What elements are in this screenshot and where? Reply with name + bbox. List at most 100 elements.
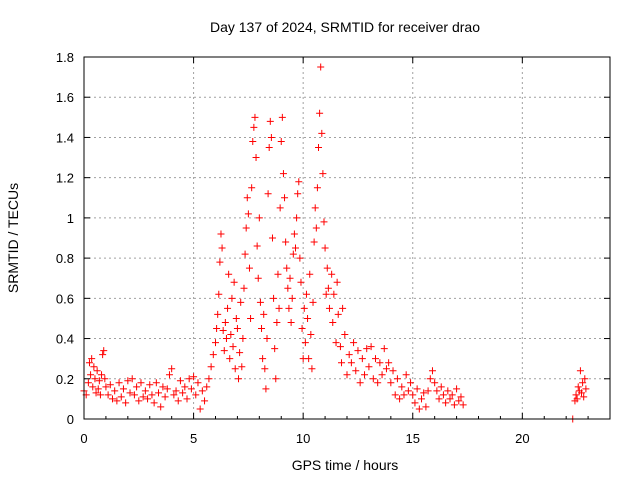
- data-point: [253, 242, 261, 250]
- data-point: [321, 244, 329, 252]
- data-point: [88, 355, 96, 363]
- data-point: [579, 379, 587, 387]
- data-point: [320, 218, 328, 226]
- data-point: [274, 270, 282, 278]
- data-point: [245, 264, 253, 272]
- data-point: [581, 375, 589, 383]
- data-point: [133, 383, 141, 391]
- data-point: [316, 109, 324, 117]
- data-point: [582, 385, 590, 393]
- data-point: [235, 375, 243, 383]
- data-point: [382, 365, 390, 373]
- data-point: [396, 395, 404, 403]
- data-point: [172, 387, 180, 395]
- data-point: [446, 395, 454, 403]
- data-point: [330, 290, 338, 298]
- data-point: [444, 387, 452, 395]
- y-tick-label: 0.8: [56, 251, 74, 266]
- x-tick-label: 0: [80, 431, 87, 446]
- data-point: [168, 365, 176, 373]
- data-point: [249, 137, 257, 145]
- data-point: [293, 214, 301, 222]
- data-point: [266, 117, 274, 125]
- data-point: [101, 375, 109, 383]
- data-point: [318, 129, 326, 137]
- data-point: [305, 355, 313, 363]
- data-point: [300, 304, 308, 312]
- data-point: [99, 351, 107, 359]
- data-point: [130, 391, 138, 399]
- data-point: [572, 391, 580, 399]
- data-point: [296, 254, 304, 262]
- data-point: [319, 170, 327, 178]
- plot-frame: [83, 56, 611, 420]
- data-point: [391, 391, 399, 399]
- data-point: [302, 290, 310, 298]
- x-tick-label: 10: [296, 431, 310, 446]
- data-point: [230, 278, 238, 286]
- data-point: [418, 395, 426, 403]
- y-tick-label: 1.2: [56, 171, 74, 186]
- data-point: [236, 349, 244, 357]
- data-point: [279, 170, 287, 178]
- data-point: [141, 387, 149, 395]
- data-point: [104, 391, 112, 399]
- data-point: [258, 325, 266, 332]
- data-point: [85, 359, 93, 367]
- data-point: [225, 270, 233, 278]
- data-point: [263, 335, 271, 343]
- data-point: [261, 365, 269, 373]
- data-point: [244, 210, 252, 218]
- y-tick-label: 1.6: [56, 90, 74, 105]
- data-points: [80, 63, 590, 423]
- data-point: [215, 290, 223, 298]
- data-point: [378, 371, 386, 379]
- data-point: [209, 351, 217, 359]
- data-point: [415, 405, 423, 413]
- data-point: [248, 184, 256, 192]
- data-point: [276, 204, 284, 212]
- data-point: [239, 335, 247, 343]
- data-point: [278, 113, 286, 121]
- data-point: [216, 258, 224, 266]
- data-point: [161, 393, 169, 401]
- data-point: [102, 383, 110, 391]
- data-point: [231, 365, 239, 373]
- data-point: [277, 137, 285, 145]
- data-point: [94, 385, 102, 393]
- data-point: [306, 270, 314, 278]
- data-point: [457, 393, 465, 401]
- x-tick-label: 15: [406, 431, 420, 446]
- data-point: [295, 178, 303, 186]
- data-point: [106, 381, 114, 389]
- data-point: [256, 298, 264, 306]
- data-point: [304, 314, 312, 322]
- data-point: [139, 393, 147, 401]
- data-point: [312, 224, 320, 232]
- data-point: [90, 363, 98, 371]
- data-point: [380, 345, 388, 353]
- data-point: [313, 184, 321, 192]
- data-point: [264, 190, 272, 198]
- y-tick-label: 0.6: [56, 291, 74, 306]
- data-point: [187, 385, 195, 393]
- data-point: [309, 298, 317, 306]
- data-point: [282, 238, 290, 246]
- data-point: [332, 339, 340, 347]
- data-point: [217, 230, 225, 238]
- data-point: [324, 284, 332, 292]
- data-point: [286, 274, 294, 282]
- data-point: [308, 365, 316, 373]
- y-tick-label: 1: [67, 211, 74, 226]
- data-point: [433, 387, 441, 395]
- data-point: [363, 345, 371, 353]
- data-point: [135, 397, 143, 405]
- data-point: [442, 399, 450, 407]
- data-point: [376, 359, 384, 367]
- data-point: [254, 274, 262, 282]
- data-point: [301, 339, 309, 347]
- data-point: [435, 395, 443, 403]
- data-point: [222, 335, 230, 343]
- data-point: [190, 373, 198, 381]
